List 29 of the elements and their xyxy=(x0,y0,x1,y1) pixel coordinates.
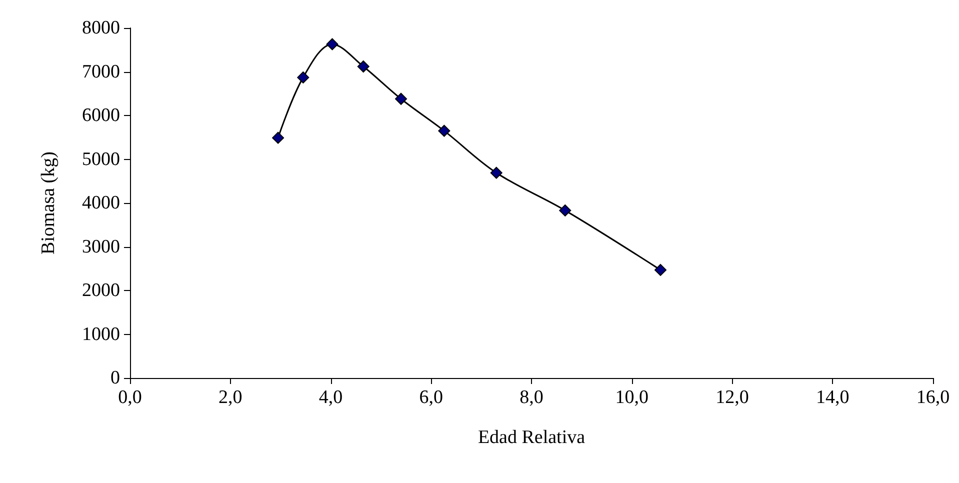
x-tick-label: 6,0 xyxy=(419,387,443,408)
y-tick-label: 8000 xyxy=(82,18,120,38)
point xyxy=(490,166,502,179)
x-tick-label: 14,0 xyxy=(816,387,850,408)
x-tick-label: 12,0 xyxy=(716,387,749,408)
y-tick-label: 1000 xyxy=(82,324,120,345)
y-tick-label: 6000 xyxy=(82,105,120,126)
y-tick-label: 7000 xyxy=(82,61,120,82)
x-tick-label: 16,0 xyxy=(916,387,950,408)
y-tick-label: 3000 xyxy=(82,236,120,258)
point xyxy=(326,38,338,50)
point xyxy=(559,204,572,216)
point xyxy=(297,71,310,84)
y-tick-label: 0 xyxy=(110,368,120,388)
y-tick-label: 5000 xyxy=(82,148,120,170)
x-tick-label: 8,0 xyxy=(520,387,544,408)
point xyxy=(357,60,370,72)
y-tick-label: 4000 xyxy=(82,192,120,214)
x-tick-label: 0,0 xyxy=(118,387,142,408)
x-axis-title: Edad Relativa xyxy=(478,427,586,448)
point xyxy=(272,132,284,144)
point xyxy=(395,92,408,105)
x-tick-label: 2,0 xyxy=(218,387,242,408)
x-tick-label: 10,0 xyxy=(615,387,648,408)
x-tick-label: 4,0 xyxy=(318,387,343,408)
point xyxy=(654,264,666,276)
y-axis-title: Biomasa (kg) xyxy=(38,152,59,254)
point xyxy=(438,124,450,137)
y-tick-label: 2000 xyxy=(82,280,120,301)
